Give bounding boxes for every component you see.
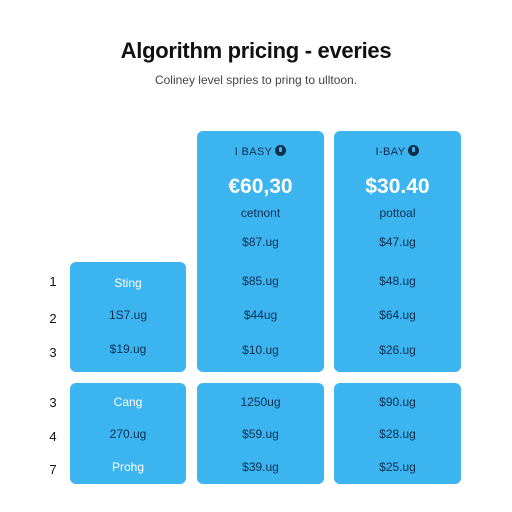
row-number: 4: [49, 429, 57, 444]
plan-row-value: $64.ug: [379, 308, 416, 322]
page-subtitle: Coliney level spries to pring to ulltoon…: [154, 73, 358, 87]
plan-row-value: $48.ug: [379, 274, 416, 288]
page-title: Algorithm pricing - everies: [120, 38, 392, 63]
plan-badge-label: I-BAY: [375, 146, 406, 158]
feature-label: Prohg: [111, 460, 145, 474]
plan-row-value: $28.ug: [379, 427, 416, 441]
plan-row-value: $39.ug: [242, 460, 279, 474]
plan-card-basy[interactable]: I BASY €60,30 cetnont $87.ug $85.ug $44u…: [197, 131, 324, 372]
plan-row-value: $90.ug: [379, 395, 416, 409]
plan-row-value: $47.ug: [379, 235, 416, 249]
left-feature-card-top[interactable]: Sting 1S7.ug $19.ug: [70, 262, 186, 372]
plan-price: $30.40: [365, 175, 430, 198]
row-number: 3: [49, 345, 57, 360]
row-number: 1: [49, 274, 57, 289]
plan-row-value: $87.ug: [242, 235, 279, 249]
feature-value: 270.ug: [109, 427, 147, 441]
row-number: 3: [49, 395, 57, 410]
feature-value: $19.ug: [109, 342, 147, 356]
plan-card-basy-extra[interactable]: 1250ug $59.ug $39.ug: [197, 383, 324, 484]
plan-card-bay[interactable]: I-BAY $30.40 pottoal $47.ug $48.ug $64.u…: [334, 131, 461, 372]
plan-price-caption: cetnont: [240, 206, 281, 220]
plan-price: €60,30: [228, 175, 293, 198]
info-icon[interactable]: [275, 145, 287, 156]
plan-row-value: $25.ug: [379, 460, 416, 474]
row-number: 7: [49, 462, 57, 477]
feature-label: Cang: [113, 395, 143, 409]
plan-price-caption: pottoal: [379, 206, 416, 220]
plan-badge-label: I BASY: [234, 146, 273, 158]
plan-row-value: $10.ug: [242, 343, 279, 357]
plan-row-value: $85.ug: [242, 274, 279, 288]
left-feature-card-bottom[interactable]: Cang 270.ug Prohg: [70, 383, 186, 484]
plan-badge: I BASY: [197, 145, 324, 158]
feature-value: 1S7.ug: [108, 308, 148, 322]
plan-card-bay-extra[interactable]: $90.ug $28.ug $25.ug: [334, 383, 461, 484]
plan-row-value: $59.ug: [242, 427, 279, 441]
plan-row-value: $44ug: [243, 308, 278, 322]
row-number: 2: [49, 311, 57, 326]
plan-badge: I-BAY: [334, 145, 461, 158]
feature-label: Sting: [114, 276, 142, 290]
info-icon[interactable]: [408, 145, 420, 156]
plan-row-value: 1250ug: [240, 395, 281, 409]
plan-row-value: $26.ug: [379, 343, 416, 357]
